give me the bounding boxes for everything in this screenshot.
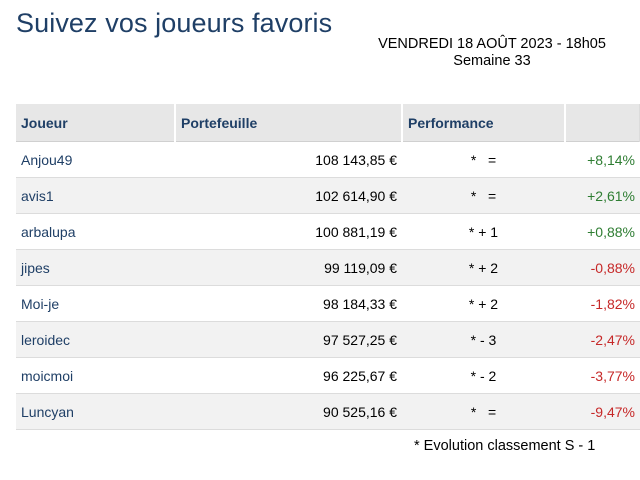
- header-performance[interactable]: Performance: [402, 104, 566, 142]
- performance-value: -9,47%: [565, 393, 640, 430]
- rank-change: * - 2: [402, 357, 565, 394]
- performance-value: -3,77%: [565, 357, 640, 394]
- table-row: leroidec 97 527,25 € * - 3 -2,47%: [16, 321, 640, 358]
- table-header-row: Joueur Portefeuille Performance: [16, 104, 640, 142]
- rank-change: * + 1: [402, 213, 565, 250]
- player-name[interactable]: Moi-je: [16, 285, 175, 322]
- players-table: Joueur Portefeuille Performance Anjou49 …: [16, 104, 640, 430]
- performance-value: +8,14%: [565, 141, 640, 178]
- date-label: VENDREDI 18 AOÛT 2023 - 18h05: [378, 36, 606, 52]
- performance-value: +0,88%: [565, 213, 640, 250]
- date-block: VENDREDI 18 AOÛT 2023 - 18h05 Semaine 33: [352, 36, 632, 70]
- player-name[interactable]: Anjou49: [16, 141, 175, 178]
- header-wallet[interactable]: Portefeuille: [175, 104, 403, 142]
- footnote: * Evolution classement S - 1: [414, 438, 596, 454]
- header-player[interactable]: Joueur: [16, 104, 176, 142]
- week-label: Semaine 33: [453, 53, 531, 69]
- wallet-value: 99 119,09 €: [175, 249, 402, 286]
- player-name[interactable]: avis1: [16, 177, 175, 214]
- performance-value: -0,88%: [565, 249, 640, 286]
- performance-value: -2,47%: [565, 321, 640, 358]
- wallet-value: 102 614,90 €: [175, 177, 402, 214]
- performance-value: +2,61%: [565, 177, 640, 214]
- rank-change: * =: [402, 393, 565, 430]
- player-name[interactable]: jipes: [16, 249, 175, 286]
- header-performance-extension: [565, 104, 640, 142]
- rank-change: * =: [402, 141, 565, 178]
- table-row: Anjou49 108 143,85 € * = +8,14%: [16, 141, 640, 178]
- wallet-value: 90 525,16 €: [175, 393, 402, 430]
- player-name[interactable]: moicmoi: [16, 357, 175, 394]
- table-row: moicmoi 96 225,67 € * - 2 -3,77%: [16, 357, 640, 394]
- table-row: arbalupa 100 881,19 € * + 1 +0,88%: [16, 213, 640, 250]
- rank-change: * + 2: [402, 249, 565, 286]
- table-row: avis1 102 614,90 € * = +2,61%: [16, 177, 640, 214]
- wallet-value: 100 881,19 €: [175, 213, 402, 250]
- table-row: jipes 99 119,09 € * + 2 -0,88%: [16, 249, 640, 286]
- rank-change: * + 2: [402, 285, 565, 322]
- table-row: Luncyan 90 525,16 € * = -9,47%: [16, 393, 640, 430]
- table-row: Moi-je 98 184,33 € * + 2 -1,82%: [16, 285, 640, 322]
- wallet-value: 98 184,33 €: [175, 285, 402, 322]
- performance-value: -1,82%: [565, 285, 640, 322]
- wallet-value: 108 143,85 €: [175, 141, 402, 178]
- page-title: Suivez vos joueurs favoris: [16, 8, 333, 38]
- wallet-value: 97 527,25 €: [175, 321, 402, 358]
- wallet-value: 96 225,67 €: [175, 357, 402, 394]
- player-name[interactable]: leroidec: [16, 321, 175, 358]
- rank-change: * =: [402, 177, 565, 214]
- player-name[interactable]: arbalupa: [16, 213, 175, 250]
- player-name[interactable]: Luncyan: [16, 393, 175, 430]
- rank-change: * - 3: [402, 321, 565, 358]
